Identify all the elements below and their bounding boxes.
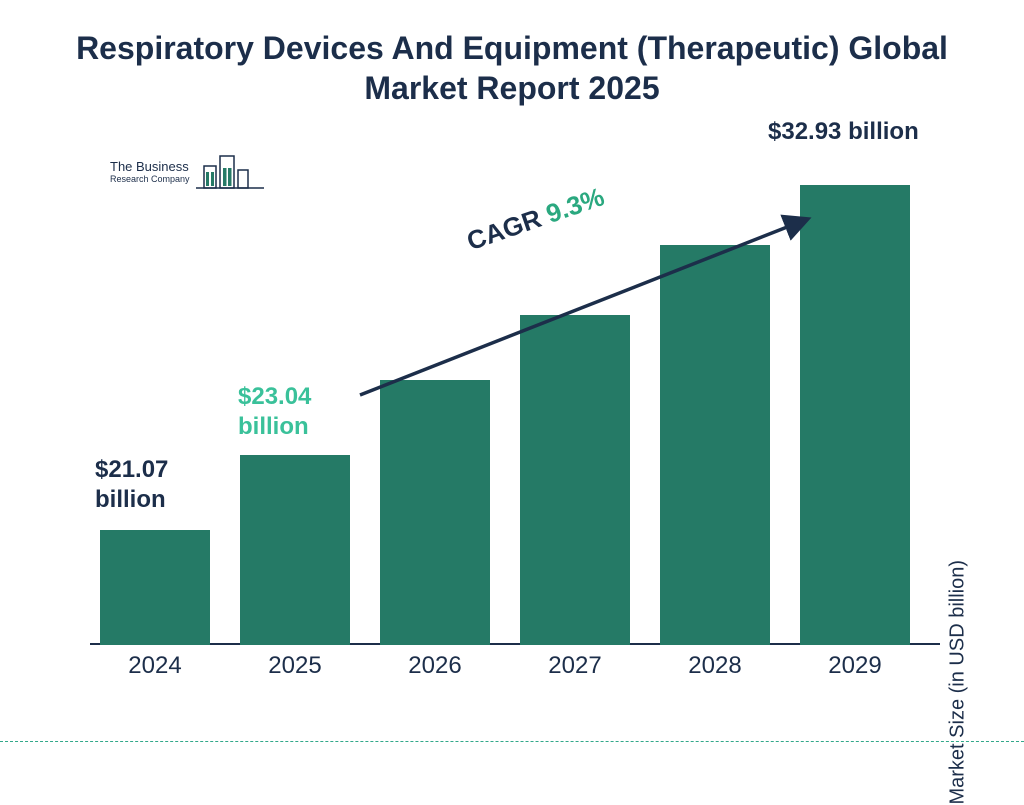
cagr-arrow-icon <box>350 210 820 410</box>
x-label-2025: 2025 <box>240 652 350 680</box>
x-label-2028: 2028 <box>660 652 770 680</box>
footer-divider <box>0 741 1024 742</box>
bar-2024 <box>100 530 210 645</box>
value-label-2029: $32.93 billion <box>768 118 919 146</box>
plot-area: $21.07 billion $23.04 billion $32.93 bil… <box>90 150 940 645</box>
chart-title: Respiratory Devices And Equipment (Thera… <box>0 0 1024 118</box>
bar-2025 <box>240 455 350 645</box>
x-label-2027: 2027 <box>520 652 630 680</box>
x-label-2029: 2029 <box>800 652 910 680</box>
chart-area: $21.07 billion $23.04 billion $32.93 bil… <box>90 150 940 690</box>
bar-2026 <box>380 380 490 645</box>
value-label-2025: $23.04 billion <box>238 382 311 442</box>
x-label-2026: 2026 <box>380 652 490 680</box>
x-label-2024: 2024 <box>100 652 210 680</box>
value-label-2024: $21.07 billion <box>95 455 168 515</box>
